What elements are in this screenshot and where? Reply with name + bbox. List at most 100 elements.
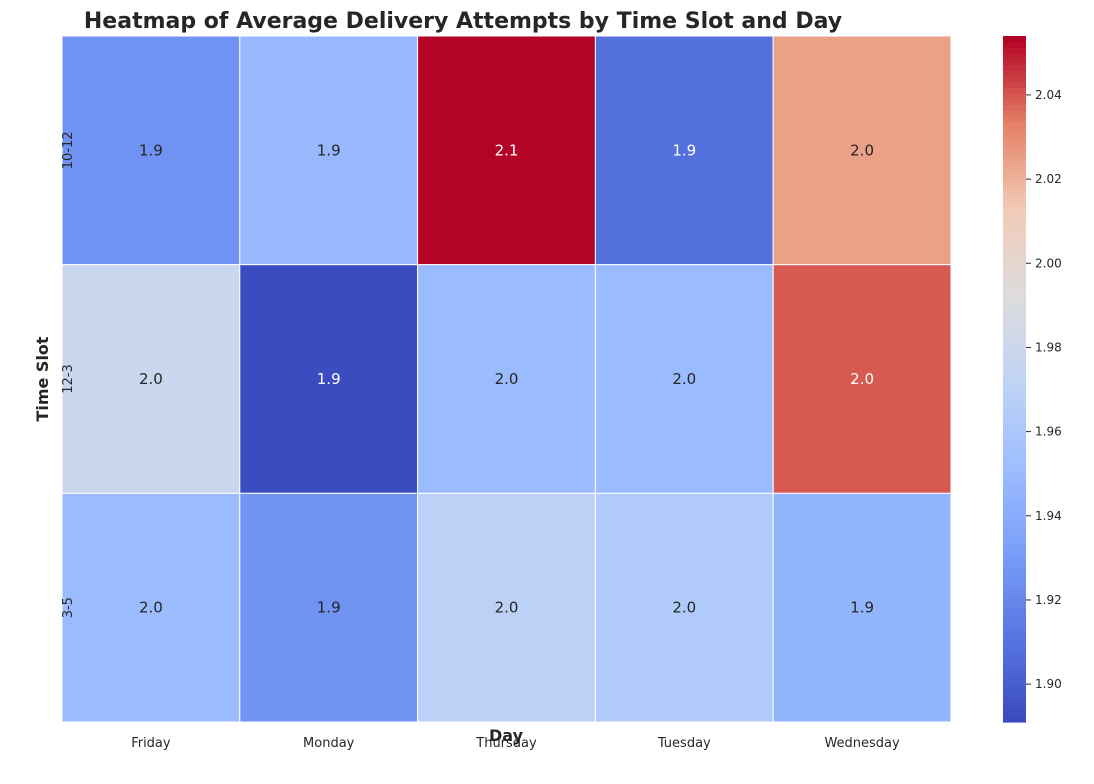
colorbar-segment (1003, 93, 1026, 100)
colorbar-segment (1003, 413, 1026, 420)
colorbar-segment (1003, 499, 1026, 506)
colorbar-segment (1003, 664, 1026, 672)
colorbar-segment (1003, 338, 1026, 346)
y-axis-ticks: 10-12 12-3 3-5 (61, 131, 76, 618)
colorbar-segment (1003, 384, 1026, 392)
colorbar-segment (1003, 487, 1026, 494)
cell-value-label: 1.9 (139, 141, 163, 159)
colorbar-segment (1003, 407, 1026, 414)
colorbar-segment (1003, 190, 1026, 197)
heatmap-cell (417, 492, 596, 723)
colorbar-segment (1003, 156, 1026, 163)
colorbar-segment (1003, 310, 1026, 317)
y-tick-label: 12-3 (61, 364, 76, 394)
x-tick-label: Thursday (475, 736, 537, 751)
chart-title: Heatmap of Average Delivery Attempts by … (84, 9, 842, 34)
colorbar-segment (1003, 573, 1026, 580)
colorbar-segment (1003, 81, 1026, 89)
heatmap-cell (239, 492, 419, 723)
colorbar-segment (1003, 424, 1026, 432)
colorbar-segment (1003, 236, 1026, 243)
colorbar (1003, 36, 1026, 723)
x-axis-label: Day (489, 726, 524, 745)
x-tick-label: Friday (131, 736, 171, 751)
colorbar-segment (1003, 436, 1026, 443)
colorbar-segment (1003, 653, 1026, 660)
colorbar-segment (1003, 533, 1026, 540)
colorbar-segment (1003, 550, 1026, 557)
colorbar-segment (1003, 121, 1026, 129)
heatmap-cell (772, 492, 952, 723)
cell-value-label: 2.0 (850, 370, 874, 388)
colorbar-segment (1003, 590, 1026, 597)
colorbar-segment (1003, 36, 1026, 43)
colorbar-segment (1003, 316, 1026, 323)
colorbar-segment (1003, 150, 1026, 157)
heatmap-cell-labels: 1.9 1.9 2.1 1.9 2.0 2.0 1.9 2.0 2.0 2.0 2.0 1.9 2.0 2… (139, 141, 874, 616)
colorbar-segment (1003, 453, 1026, 460)
colorbar-segment (1003, 167, 1026, 174)
colorbar-segment (1003, 636, 1026, 643)
colorbar-segment (1003, 504, 1026, 512)
colorbar-segment (1003, 47, 1026, 54)
colorbar-segment (1003, 613, 1026, 620)
colorbar-tick-label: 1.96 (1035, 425, 1062, 439)
colorbar-segment (1003, 247, 1026, 254)
cell-value-label: 1.9 (317, 370, 341, 388)
colorbar-segment (1003, 704, 1026, 712)
colorbar-segment (1003, 584, 1026, 592)
colorbar-segment (1003, 144, 1026, 151)
colorbar-segment (1003, 601, 1026, 609)
colorbar-segment (1003, 687, 1026, 695)
y-tick-label: 3-5 (61, 597, 76, 618)
colorbar-segment (1003, 699, 1026, 706)
colorbar-segment (1003, 64, 1026, 71)
colorbar-segment (1003, 567, 1026, 574)
colorbar-segment (1003, 138, 1026, 146)
colorbar-segment (1003, 401, 1026, 409)
colorbar-segment (1003, 207, 1026, 214)
heatmap-cell (61, 35, 241, 266)
colorbar-segment (1003, 76, 1026, 83)
colorbar-segment (1003, 133, 1026, 140)
colorbar-segment (1003, 41, 1026, 49)
colorbar-segment (1003, 419, 1026, 426)
colorbar-segment (1003, 521, 1026, 529)
colorbar-segment (1003, 476, 1026, 483)
cell-value-label: 2.0 (495, 370, 519, 388)
colorbar-segment (1003, 430, 1026, 437)
y-axis-label: Time Slot (33, 336, 52, 421)
colorbar-segment (1003, 173, 1026, 180)
colorbar-tick-label: 2.00 (1035, 256, 1062, 270)
colorbar-segment (1003, 184, 1026, 191)
heatmap-cell (61, 264, 241, 494)
cell-value-label: 1.9 (850, 599, 874, 617)
colorbar-segment (1003, 264, 1026, 271)
colorbar-segment (1003, 510, 1026, 517)
colorbar-segment (1003, 441, 1026, 449)
colorbar-segment (1003, 630, 1026, 637)
colorbar-segment (1003, 98, 1026, 106)
heatmap-cell (594, 492, 774, 723)
cell-value-label: 2.0 (139, 599, 163, 617)
heatmap-cell (239, 264, 419, 494)
colorbar-segment (1003, 373, 1026, 380)
colorbar-segment (1003, 544, 1026, 552)
colorbar-segment (1003, 561, 1026, 569)
x-tick-label: Wednesday (824, 736, 900, 751)
colorbar-segment (1003, 670, 1026, 677)
heatmap-cell (772, 35, 952, 266)
colorbar-ticks: 1.90 1.92 1.94 1.96 1.98 2.00 2.02 2.04 (1026, 88, 1062, 691)
colorbar-segment (1003, 464, 1026, 472)
y-tick-label: 10-12 (61, 131, 76, 169)
colorbar-segment (1003, 161, 1026, 169)
cell-value-label: 1.9 (317, 141, 341, 159)
colorbar-tick-label: 2.04 (1035, 88, 1062, 102)
colorbar-segment (1003, 58, 1026, 66)
colorbar-segment (1003, 224, 1026, 231)
colorbar-segment (1003, 270, 1026, 277)
colorbar-tick-label: 1.94 (1035, 509, 1062, 523)
x-tick-label: Monday (303, 736, 355, 751)
x-tick-label: Tuesday (657, 736, 711, 751)
